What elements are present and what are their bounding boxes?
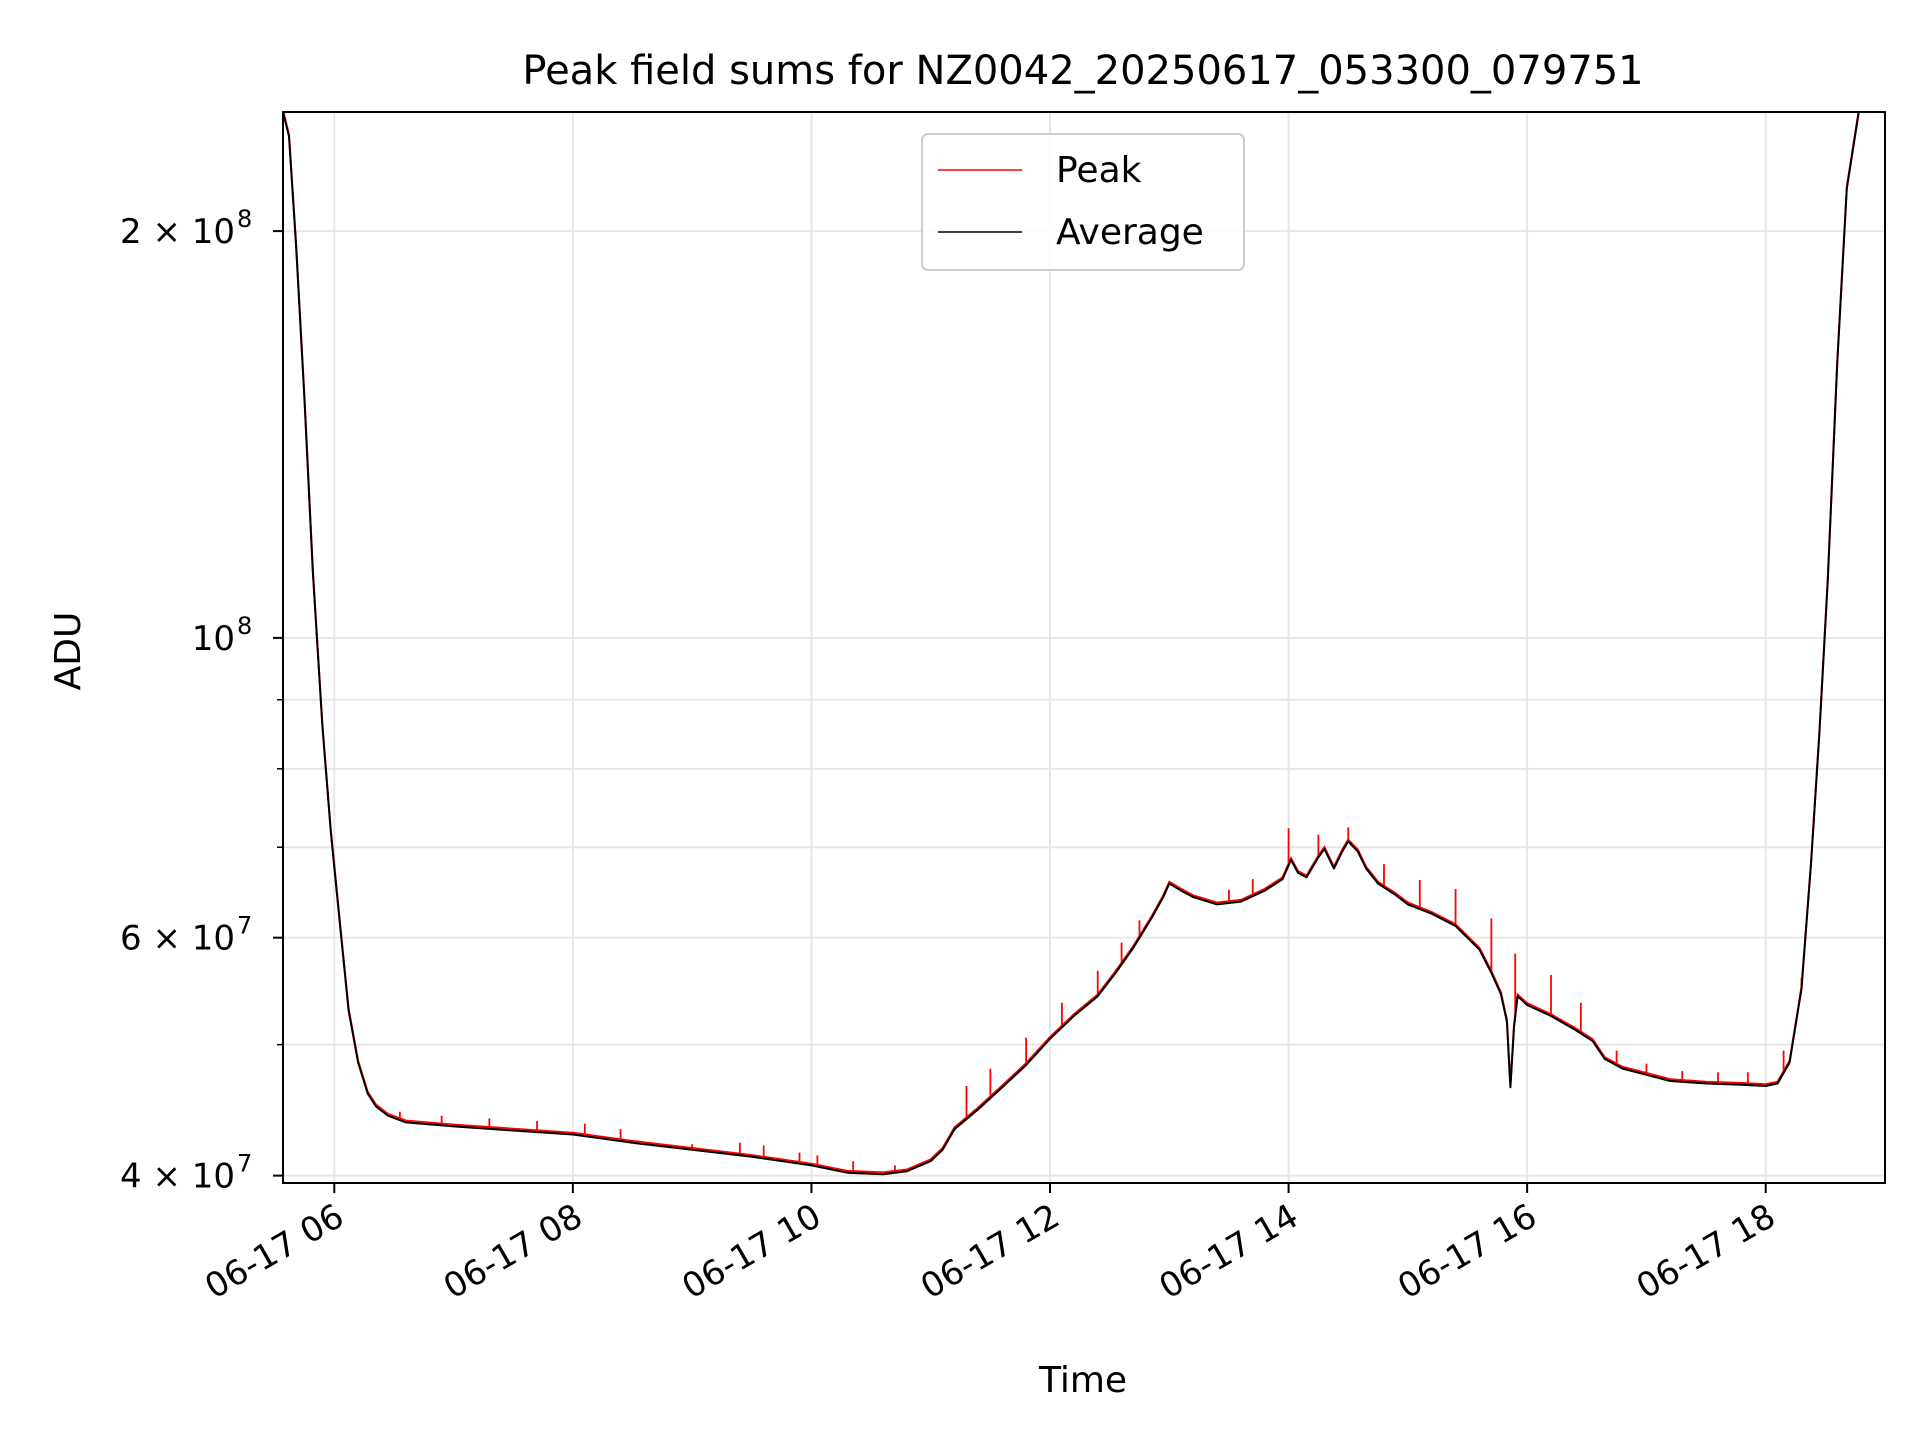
average-series-line: [283, 112, 1885, 1176]
y-tick-label: 2 × 10 8: [120, 205, 252, 252]
x-axis-label: Time: [1038, 1360, 1127, 1401]
legend-label-peak: Peak: [1056, 150, 1142, 191]
series-layer: [283, 112, 1885, 1176]
y-tick-mantissa: 10: [192, 619, 235, 659]
y-tick-exponent: 8: [237, 205, 252, 233]
y-axis-label: ADU: [48, 612, 89, 691]
legend: Peak Average: [921, 133, 1245, 271]
chart-title: Peak field sums for NZ0042_20250617_0533…: [522, 48, 1643, 94]
y-tick-label: 4 × 10 7: [120, 1150, 252, 1197]
y-tick-mantissa: 6 × 10: [120, 919, 235, 959]
legend-frame: [921, 133, 1245, 271]
y-tick-label: 10 8: [192, 612, 253, 659]
y-tick-exponent: 8: [237, 612, 252, 640]
y-tick-mantissa: 2 × 10: [120, 212, 235, 252]
legend-label-average: Average: [1056, 212, 1204, 253]
y-tick-label: 6 × 10 7: [120, 912, 252, 959]
y-tick-exponent: 7: [237, 912, 252, 940]
plot-frame: [282, 111, 1886, 1184]
y-tick-mantissa: 4 × 10: [120, 1157, 235, 1197]
y-tick-exponent: 7: [237, 1150, 252, 1178]
